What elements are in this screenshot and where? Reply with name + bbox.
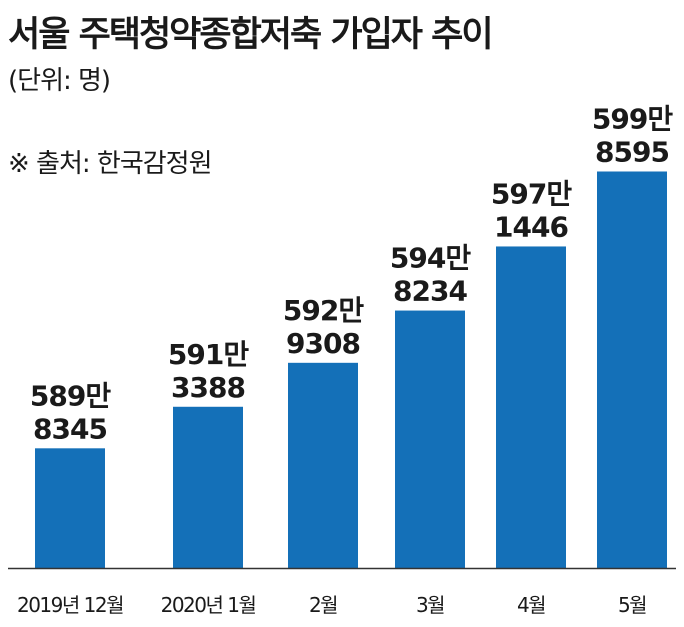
bar-5-value-label-line-1: 597만 [491, 177, 572, 210]
x-tick-label-6: 5월 [618, 593, 646, 617]
bar-2-value-label-line-2: 3388 [171, 371, 245, 404]
bar-4-value-label-line-1: 594만 [390, 242, 471, 275]
bar-4 [395, 310, 465, 568]
bar-2-value-label-line-1: 591만 [168, 338, 249, 371]
chart-title: 서울 주택청약종합저축 가입자 추이 [8, 15, 494, 55]
bar-4-value-label-line-2: 8234 [393, 275, 467, 308]
x-tick-label-4: 3월 [416, 593, 444, 617]
bar-6-value-label-line-1: 599만 [592, 102, 673, 135]
bar-3 [288, 362, 358, 568]
bar-3-value-label-line-2: 9308 [286, 327, 360, 360]
unit-label: (단위: 명) [8, 66, 111, 96]
source-label: ※ 출처: 한국감정원 [8, 149, 213, 179]
bar-5 [496, 246, 566, 568]
x-tick-label-5: 4월 [517, 593, 545, 617]
bar-1-value-label-line-1: 589만 [30, 379, 111, 412]
bar-1 [35, 448, 105, 568]
x-tick-label-1: 2019년 12월 [17, 593, 123, 617]
bar-6-value-label-line-2: 8595 [595, 135, 669, 168]
bar-5-value-label-line-2: 1446 [494, 210, 568, 243]
bar-2 [173, 406, 243, 568]
bar-6 [597, 171, 667, 568]
bar-1-value-label-line-2: 8345 [33, 412, 107, 445]
bar-3-value-label-line-1: 592만 [283, 294, 364, 327]
x-tick-label-3: 2월 [309, 593, 337, 617]
x-tick-label-2: 2020년 1월 [161, 593, 256, 617]
